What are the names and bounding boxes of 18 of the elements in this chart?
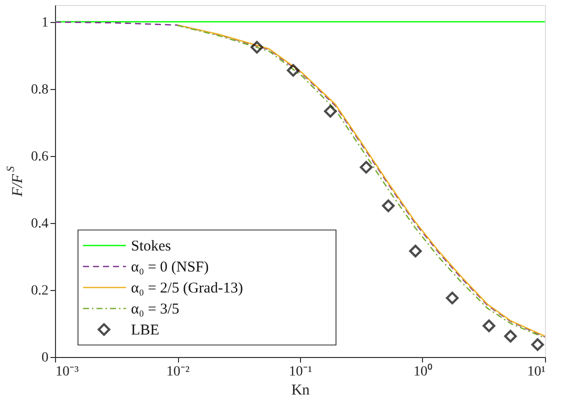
x-tick-label: 10⁻¹ <box>288 364 312 380</box>
y-tick-label: 0.6 <box>31 149 48 164</box>
x-tick-label: 10⁰ <box>414 364 432 380</box>
legend-label: Stokes <box>131 238 172 254</box>
y-tick-label: 1 <box>42 15 48 30</box>
y-axis-title: F/FS <box>5 166 26 198</box>
y-tick-label: 0.8 <box>31 82 48 98</box>
y-tick-label: 0.2 <box>31 283 48 298</box>
x-tick-label: 10¹ <box>527 364 546 380</box>
y-tick-label: 0 <box>42 350 48 366</box>
y-tick-label: 0.4 <box>31 216 48 232</box>
x-tick-label: 10⁻³ <box>56 364 79 380</box>
legend-label: α₀ = 2/5 (Grad-13) <box>131 280 243 296</box>
x-axis-title: Kn <box>291 382 310 398</box>
legend-label: α₀ = 0 (NSF) <box>131 260 209 276</box>
legend-label: LBE <box>131 322 160 338</box>
x-tick-label: 10⁻² <box>166 364 190 380</box>
legend-label: α₀ = 3/5 <box>131 302 180 318</box>
